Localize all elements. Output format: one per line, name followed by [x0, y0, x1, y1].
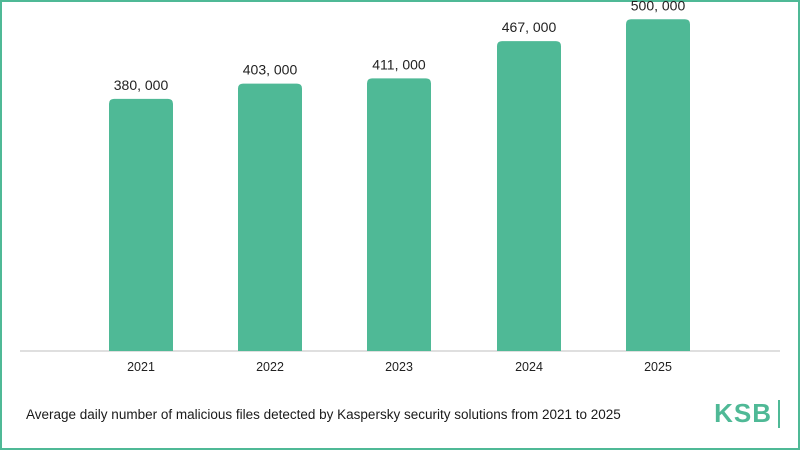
bar-value-label: 467, 000	[502, 19, 557, 35]
bar-value-label: 500, 000	[631, 0, 686, 13]
bar-2025	[626, 19, 690, 352]
logo-text: KSB	[714, 398, 772, 428]
x-tick-label: 2024	[515, 360, 543, 374]
brand-logo: KSB	[714, 398, 780, 429]
chart-caption: Average daily number of malicious files …	[26, 407, 621, 422]
bar-2022	[238, 83, 302, 351]
logo-divider	[778, 399, 780, 428]
bar-2023	[367, 78, 431, 351]
x-tick-label: 2022	[256, 360, 284, 374]
bar-2024	[497, 41, 561, 352]
bar-value-label: 380, 000	[114, 77, 169, 93]
bar-2021	[109, 98, 173, 351]
bar-value-label: 411, 000	[372, 56, 426, 72]
x-tick-label: 2023	[385, 360, 413, 374]
x-tick-label: 2025	[644, 360, 672, 374]
bar-chart: 380, 000 2021 403, 000 2022 411, 000 2023 467,…	[20, 0, 780, 374]
bar-value-label: 403, 000	[243, 62, 298, 78]
x-tick-label: 2021	[127, 360, 155, 374]
